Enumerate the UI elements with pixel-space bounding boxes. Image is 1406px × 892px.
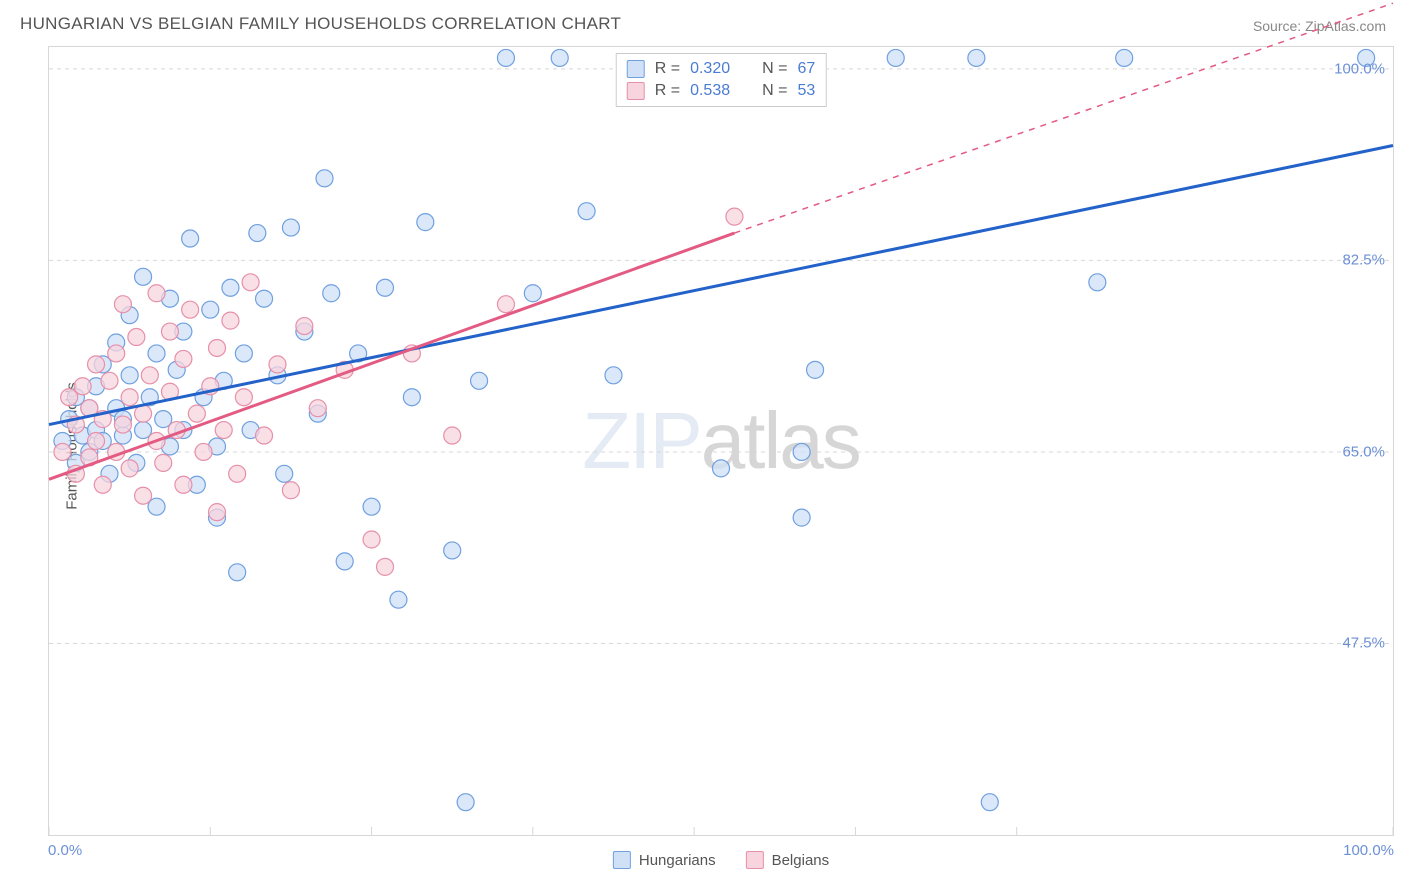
r-value: 0.538 (690, 82, 730, 100)
n-label: N = (762, 82, 787, 100)
y-tick-label: 47.5% (1342, 635, 1385, 652)
x-axis-label-left: 0.0% (48, 842, 82, 859)
chart-area: ZIPatlas R =0.320N =67R =0.538N =53 Hung… (48, 46, 1394, 836)
r-value: 0.320 (690, 60, 730, 78)
series-swatch-icon (746, 851, 764, 869)
source-label: Source: ZipAtlas.com (1253, 18, 1386, 34)
y-tick-label: 100.0% (1334, 60, 1385, 77)
n-label: N = (762, 60, 787, 78)
series-legend: Hungarians Belgians (613, 851, 829, 869)
n-value: 67 (797, 60, 815, 78)
n-value: 53 (797, 82, 815, 100)
y-tick-label: 65.0% (1342, 443, 1385, 460)
stats-row: R = 0.538 N = 53 (627, 80, 816, 102)
legend-label: Belgians (772, 852, 830, 869)
series-swatch-icon (613, 851, 631, 869)
series-swatch-icon (627, 60, 645, 78)
legend-item: Hungarians (613, 851, 716, 869)
legend-item: Belgians (746, 851, 830, 869)
stats-row: R = 0.320 N = 67 (627, 58, 816, 80)
x-axis-label-right: 100.0% (1343, 842, 1394, 859)
y-tick-label: 82.5% (1342, 252, 1385, 269)
series-swatch-icon (627, 82, 645, 100)
r-label: R = (655, 82, 680, 100)
chart-title: HUNGARIAN VS BELGIAN FAMILY HOUSEHOLDS C… (20, 14, 621, 34)
stats-legend: R = 0.320 N = 67 R = 0.538 N = 53 (616, 53, 827, 107)
r-label: R = (655, 60, 680, 78)
plot-svg (49, 47, 1393, 835)
legend-label: Hungarians (639, 852, 716, 869)
